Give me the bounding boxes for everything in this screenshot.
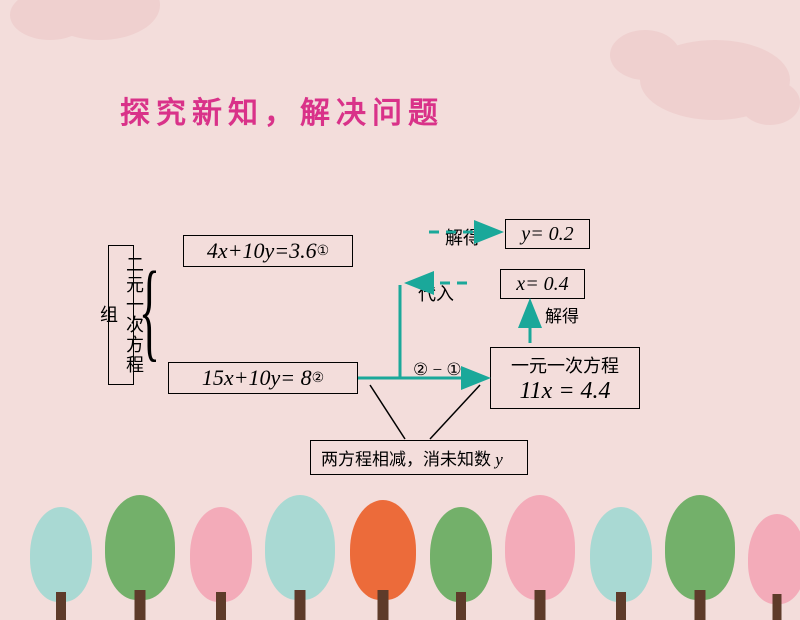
result-box: 一元一次方程11x = 4.4 [490,347,640,409]
solve-label-1: 解得 [445,224,481,250]
step-label: ② − ① [413,360,462,380]
page-title: 探究新知，解决问题 [120,88,444,132]
brace-icon: { [139,255,160,365]
system-label: 二元一次方程组 [108,245,134,385]
x-solution-box: x = 0.4 [500,269,585,299]
callout-box: 两方程相减，消未知数 y [310,440,528,475]
equation-2-box: 15x +10y = 8 ② [168,362,358,394]
substitute-label: 代入 [418,280,454,306]
y-solution-box: y = 0.2 [505,219,590,249]
equation-1-box: 4x+10y =3.6 ① [183,235,353,267]
solve-label-2: 解得 [545,302,579,327]
